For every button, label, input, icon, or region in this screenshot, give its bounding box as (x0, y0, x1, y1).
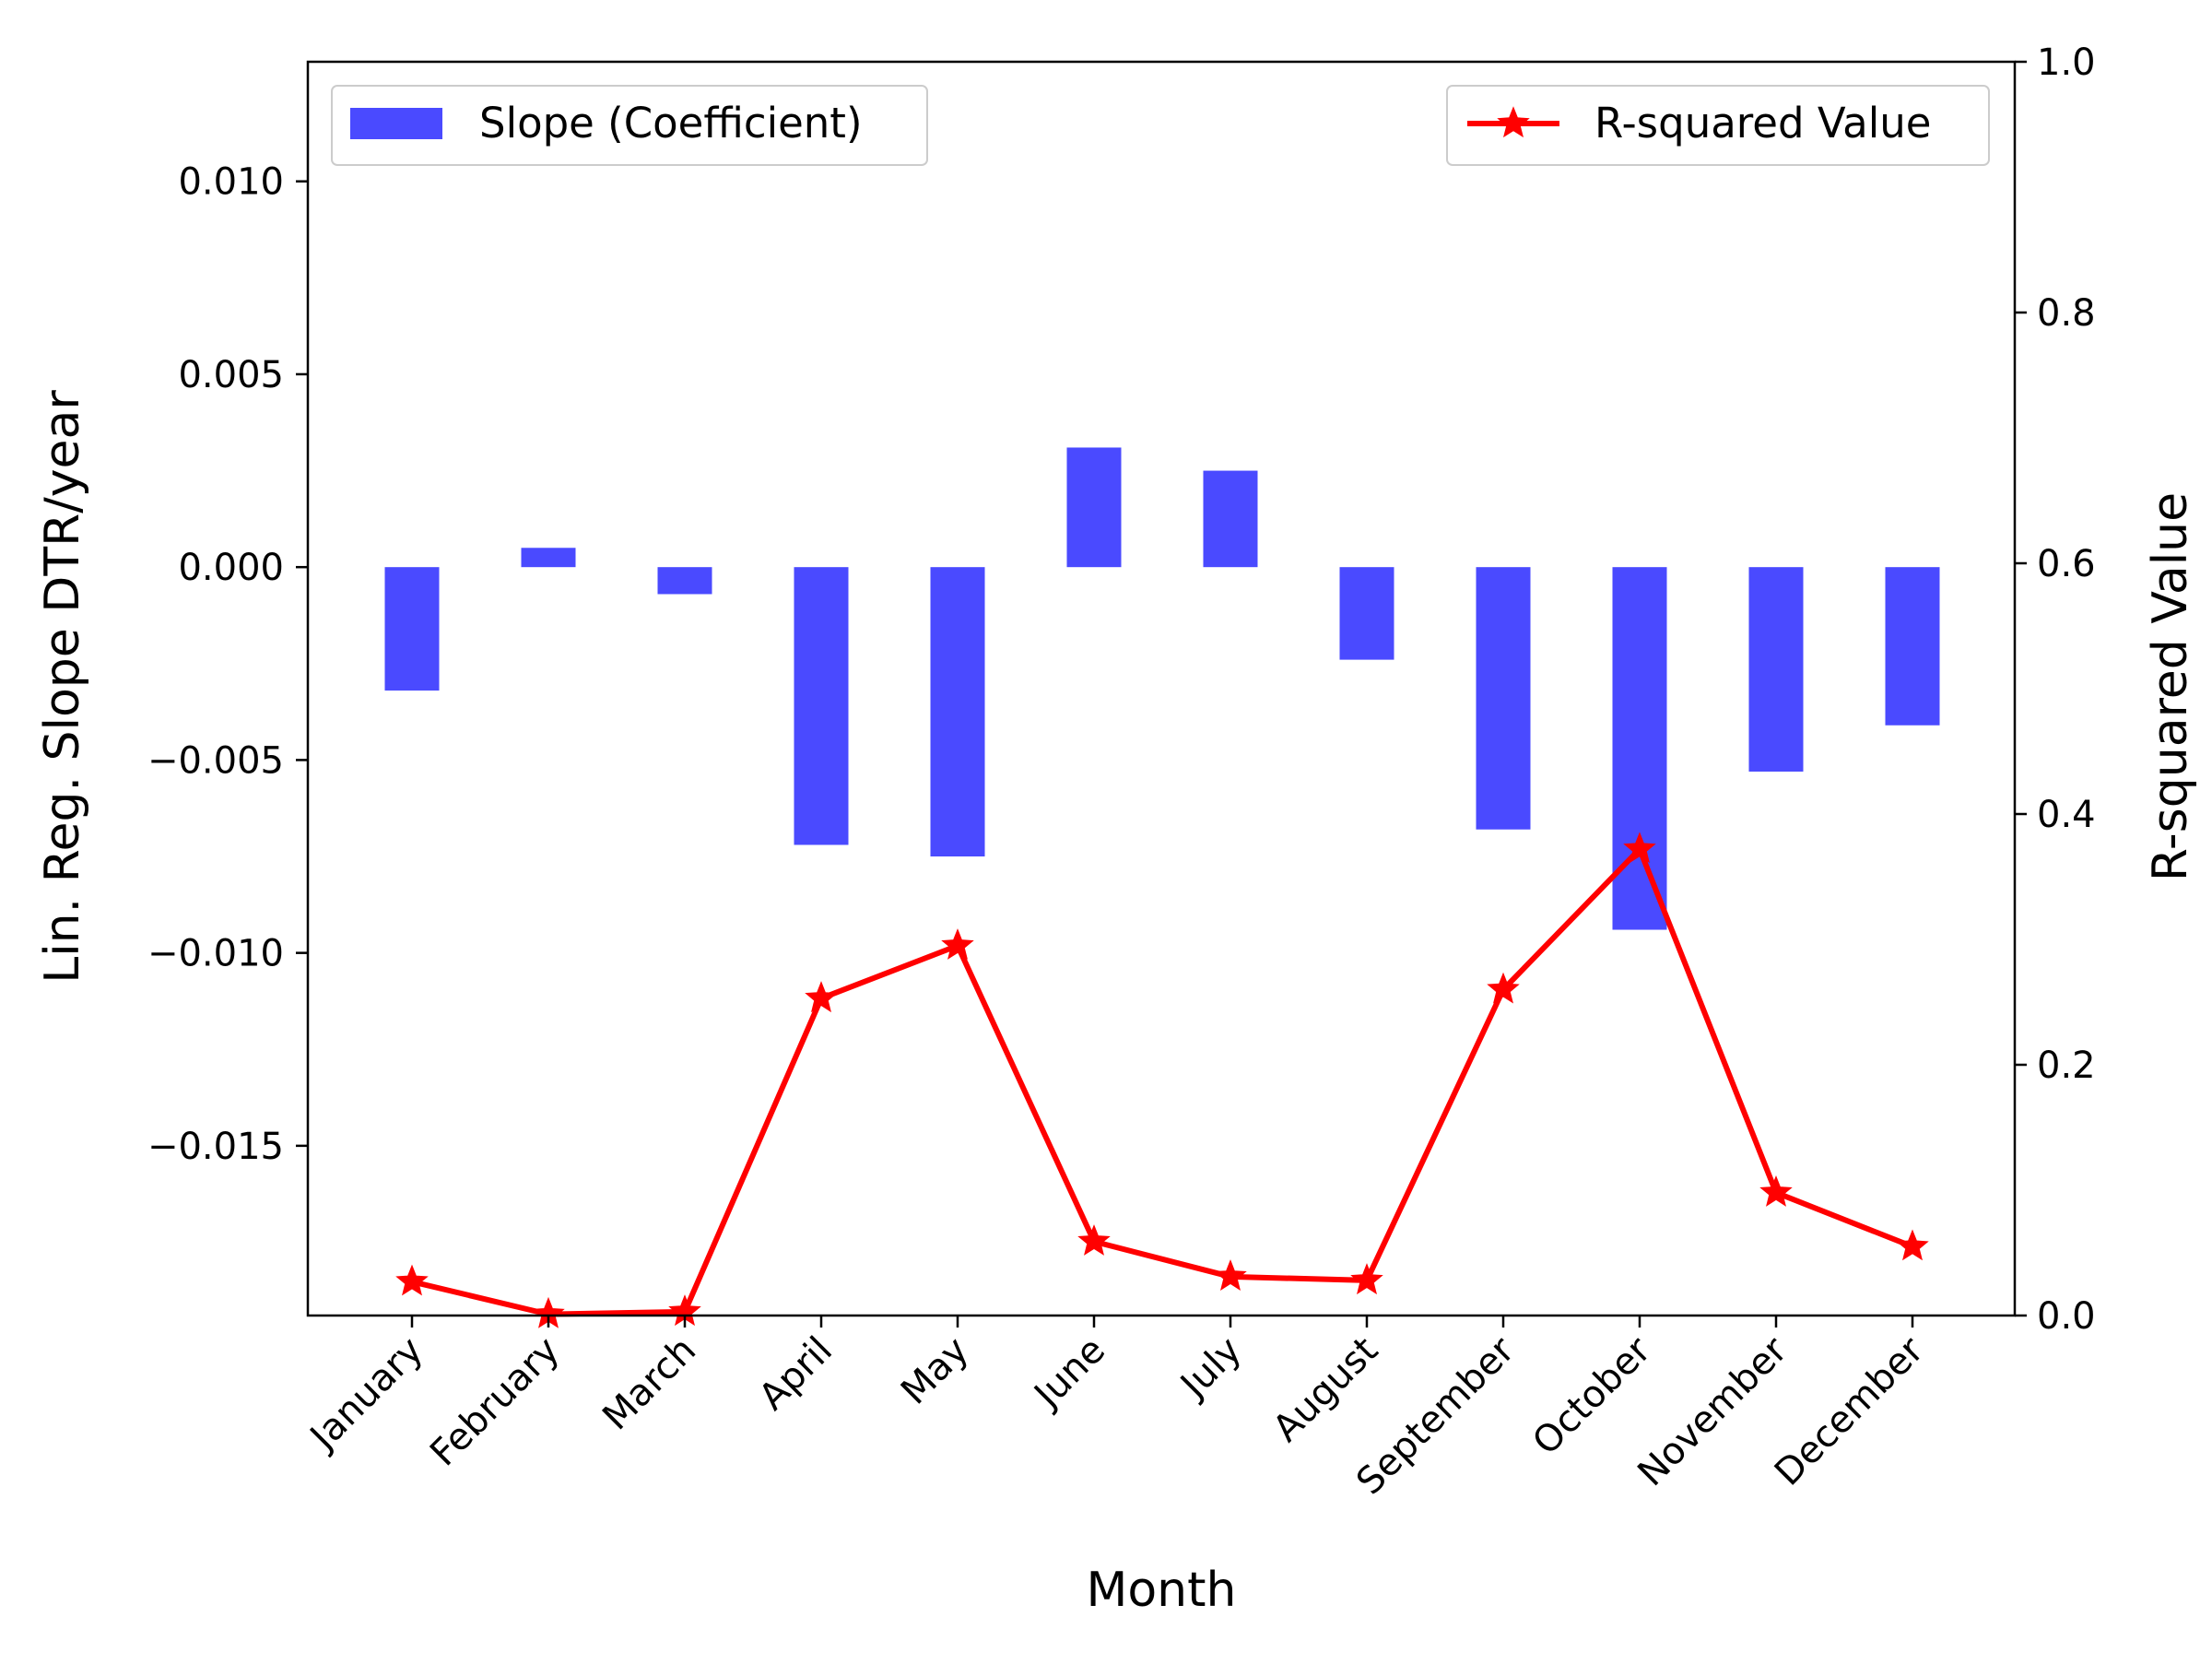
r-squared-point-september (1487, 972, 1520, 1004)
bar-march (657, 567, 712, 595)
y-axis-left-title: Lin. Reg. Slope DTR/year (35, 390, 90, 984)
r-squared-point-december (1896, 1229, 1929, 1261)
y-left-tick-label: 0.005 (178, 354, 284, 396)
y-left-tick-label: −0.010 (147, 933, 284, 975)
bar-january (384, 567, 440, 691)
r-squared-point-june (1077, 1224, 1111, 1256)
legend-marker-r-squared (1497, 106, 1530, 138)
x-axis-title: Month (1087, 1563, 1237, 1618)
r-squared-point-april (805, 981, 838, 1013)
r-squared-point-november (1759, 1174, 1793, 1207)
bar-june (1066, 447, 1122, 568)
bar-may (930, 567, 985, 857)
r-squared-line (409, 846, 1915, 1317)
bar-april (794, 567, 849, 845)
plot-frame (306, 60, 2017, 1317)
bar-july (1203, 470, 1258, 568)
r-squared-point-august (1350, 1263, 1383, 1295)
r-squared-point-january (395, 1264, 429, 1296)
y-left-tick-label: −0.015 (147, 1126, 284, 1168)
bar-february (521, 548, 576, 568)
y-left-tick-label: −0.005 (147, 739, 284, 782)
bar-october (1612, 567, 1667, 930)
y-right-tick-label: 0.6 (2037, 543, 2096, 585)
y-right-tick-label: 0.8 (2037, 292, 2096, 335)
r-squared-point-july (1214, 1259, 1247, 1291)
y-right-tick-label: 0.0 (2037, 1295, 2096, 1338)
y-right-tick-label: 0.4 (2037, 794, 2096, 836)
y-right-tick-label: 0.2 (2037, 1044, 2096, 1087)
bar-september (1476, 567, 1531, 830)
legend-label-r-squared: R-squared Value (1594, 99, 1931, 148)
bars-layer (384, 447, 1940, 930)
y-right-tick-label: 1.0 (2037, 41, 2096, 84)
y-left-tick-label: 0.010 (178, 161, 284, 204)
legend-layer: Slope (Coefficient) R-squared Value (331, 85, 1990, 166)
legend-box-slope (331, 85, 928, 166)
y-axis-right-title: R-squared Value (2143, 492, 2198, 881)
bar-december (1885, 567, 1940, 726)
bar-august (1339, 567, 1394, 660)
r-squared-point-october (1623, 832, 1656, 864)
legend-box-r-squared (1446, 85, 1990, 166)
r-squared-point-may (941, 928, 974, 960)
y-left-tick-label: 0.000 (178, 547, 284, 589)
legend-label-slope: Slope (Coefficient) (479, 99, 863, 148)
bar-november (1748, 567, 1804, 772)
legend-swatch-slope (350, 108, 442, 139)
